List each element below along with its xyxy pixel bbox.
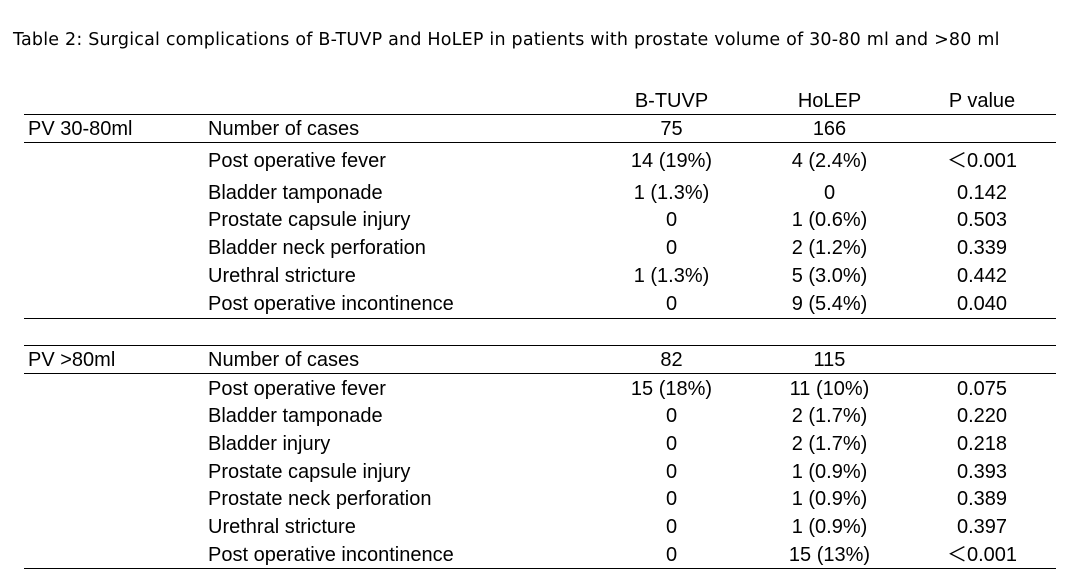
holep-value: 2 (1.7%) — [791, 433, 868, 455]
group-label-pv-30-80: PV 30-80ml — [28, 118, 133, 140]
b-tuvp-value: 0 — [665, 433, 678, 455]
b-tuvp-value: 0 — [665, 293, 678, 315]
holep-value: 1 (0.9%) — [791, 461, 868, 483]
row-label: Prostate neck perforation — [208, 488, 432, 510]
row-label: Bladder tamponade — [208, 405, 383, 427]
b-tuvp-value: 14 (19%) — [630, 150, 713, 172]
row-label: Number of cases — [208, 349, 360, 371]
p-value: 0.393 — [956, 461, 1008, 483]
section-2-top-rule — [24, 345, 1056, 346]
b-tuvp-value: 1 (1.3%) — [633, 265, 710, 287]
header-rule — [24, 114, 1056, 115]
group-label-pv-over-80: PV >80ml — [28, 349, 116, 371]
section-2-rule — [24, 373, 1056, 374]
b-tuvp-value: 0 — [665, 209, 678, 231]
row-label: Urethral stricture — [208, 516, 356, 538]
holep-value: 1 (0.9%) — [791, 488, 868, 510]
section-1-bottom-rule — [24, 318, 1056, 319]
holep-value: 2 (1.7%) — [791, 405, 868, 427]
column-header-b-tuvp: B-TUVP — [634, 90, 709, 112]
row-label: Number of cases — [208, 118, 360, 140]
b-tuvp-value: 0 — [665, 237, 678, 259]
b-tuvp-value: 75 — [660, 118, 683, 140]
row-label: Prostate capsule injury — [208, 461, 411, 483]
column-header-holep: HoLEP — [797, 90, 862, 112]
p-value: 0.075 — [956, 378, 1008, 400]
p-value: 0.339 — [956, 237, 1008, 259]
b-tuvp-value: 0 — [665, 488, 678, 510]
row-label: Post operative incontinence — [208, 544, 454, 566]
row-label: Bladder tamponade — [208, 182, 383, 204]
holep-value: 4 (2.4%) — [791, 150, 868, 172]
row-label: Bladder injury — [208, 433, 331, 455]
holep-value: 115 — [813, 349, 846, 371]
p-value: 0.218 — [956, 433, 1008, 455]
b-tuvp-value: 0 — [665, 544, 678, 566]
p-value: 0.397 — [956, 516, 1008, 538]
b-tuvp-value: 0 — [665, 461, 678, 483]
section-1-rule — [24, 142, 1056, 143]
b-tuvp-value: 0 — [665, 516, 678, 538]
holep-value: 166 — [812, 118, 847, 140]
row-label: Post operative incontinence — [208, 293, 454, 315]
holep-value: 15 (13%) — [788, 544, 871, 566]
holep-value: 9 (5.4%) — [791, 293, 868, 315]
row-label: Urethral stricture — [208, 265, 356, 287]
row-label: Post operative fever — [208, 378, 386, 400]
column-header-p-value: P value — [948, 90, 1016, 112]
holep-value: 1 (0.6%) — [791, 209, 868, 231]
holep-value: 0 — [823, 182, 836, 204]
table-caption: Table 2: Surgical complications of B-TUV… — [13, 30, 1000, 50]
row-label: Post operative fever — [208, 150, 386, 172]
p-value: 0.040 — [956, 293, 1008, 315]
holep-value: 2 (1.2%) — [791, 237, 868, 259]
holep-value: 11 (10%) — [789, 378, 870, 400]
holep-value: 5 (3.0%) — [791, 265, 868, 287]
row-label: Bladder neck perforation — [208, 237, 426, 259]
p-value: 0.389 — [956, 488, 1008, 510]
holep-value: 1 (0.9%) — [791, 516, 868, 538]
p-value: 0.142 — [956, 182, 1008, 204]
p-value: ＜0.001 — [946, 150, 1018, 172]
p-value: 0.220 — [956, 405, 1008, 427]
p-value: 0.442 — [956, 265, 1008, 287]
p-value: ＜0.001 — [946, 544, 1018, 566]
p-value: 0.503 — [956, 209, 1008, 231]
b-tuvp-value: 15 (18%) — [630, 378, 713, 400]
b-tuvp-value: 0 — [665, 405, 678, 427]
b-tuvp-value: 82 — [660, 349, 683, 371]
table-bottom-rule — [24, 568, 1056, 569]
row-label: Prostate capsule injury — [208, 209, 411, 231]
b-tuvp-value: 1 (1.3%) — [633, 182, 710, 204]
